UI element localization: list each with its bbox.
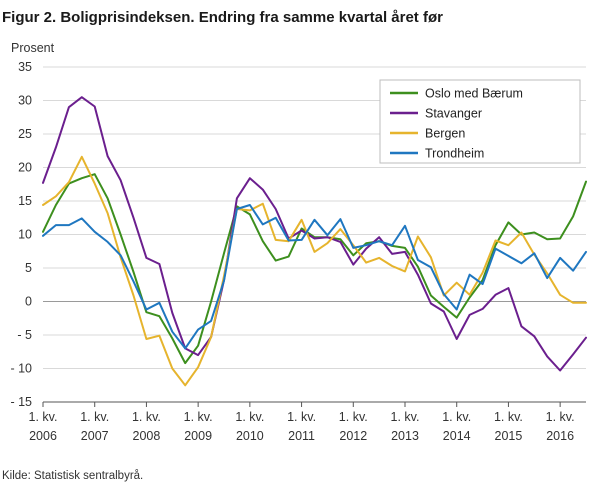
y-tick-label: 35 — [18, 60, 32, 74]
x-tick-label-quarter: 1. kv. — [442, 410, 471, 424]
x-tick-label-quarter: 1. kv. — [235, 410, 264, 424]
legend-label: Trondheim — [425, 147, 484, 161]
x-tick-label-quarter: 1. kv. — [339, 410, 368, 424]
y-axis-label: Prosent — [11, 41, 55, 55]
x-tick-label-year: 2010 — [236, 429, 264, 443]
x-tick-label-year: 2013 — [391, 429, 419, 443]
legend: Oslo med Bærum Stavanger Bergen Trondheim — [379, 79, 581, 164]
y-tick-label: 15 — [18, 194, 32, 208]
x-tick-label-quarter: 1. kv. — [546, 410, 575, 424]
source-note: Kilde: Statistisk sentralbyrå. — [2, 470, 144, 482]
series-lines — [42, 96, 587, 387]
x-tick-label-quarter: 1. kv. — [287, 410, 316, 424]
y-axis-ticks: 35 30 25 20 15 10 5 0 - 5 - 10 - 15 — [10, 60, 32, 409]
x-tick-label-year: 2011 — [288, 429, 315, 443]
x-axis-ticks: 1. kv. 2006 1. kv. 2007 1. kv. 2008 1. kv. 2009… — [29, 402, 575, 443]
series-line — [42, 155, 587, 387]
x-tick-label-quarter: 1. kv. — [80, 410, 109, 424]
x-tick-label-year: 2012 — [339, 429, 367, 443]
y-tick-label: 5 — [25, 261, 32, 275]
x-tick-label-quarter: 1. kv. — [132, 410, 161, 424]
x-tick-label-quarter: 1. kv. — [391, 410, 420, 424]
legend-label: Oslo med Bærum — [425, 87, 523, 101]
x-tick-label-year: 2016 — [546, 429, 574, 443]
y-tick-label: 30 — [18, 94, 32, 108]
y-tick-label: - 5 — [17, 328, 32, 342]
x-tick-label-year: 2015 — [495, 429, 523, 443]
x-tick-label-year: 2006 — [29, 429, 57, 443]
legend-label: Bergen — [425, 127, 465, 141]
series-line — [42, 173, 587, 365]
y-tick-label: 20 — [18, 161, 32, 175]
series-line — [42, 204, 587, 350]
x-tick-label-quarter: 1. kv. — [494, 410, 523, 424]
y-tick-label: 25 — [18, 127, 32, 141]
series-line — [42, 96, 587, 372]
x-tick-label-year: 2014 — [443, 429, 471, 443]
x-tick-label-year: 2009 — [184, 429, 212, 443]
x-tick-label-year: 2008 — [133, 429, 161, 443]
y-tick-label: - 10 — [10, 362, 32, 376]
chart-title: Figur 2. Boligprisindeksen. Endring fra … — [2, 9, 443, 26]
x-tick-label-quarter: 1. kv. — [184, 410, 213, 424]
legend-label: Stavanger — [425, 107, 482, 121]
x-tick-label-year: 2007 — [81, 429, 109, 443]
y-tick-label: 10 — [18, 228, 32, 242]
x-tick-label-quarter: 1. kv. — [29, 410, 58, 424]
y-tick-label: - 15 — [10, 395, 32, 409]
y-tick-label: 0 — [25, 295, 32, 309]
